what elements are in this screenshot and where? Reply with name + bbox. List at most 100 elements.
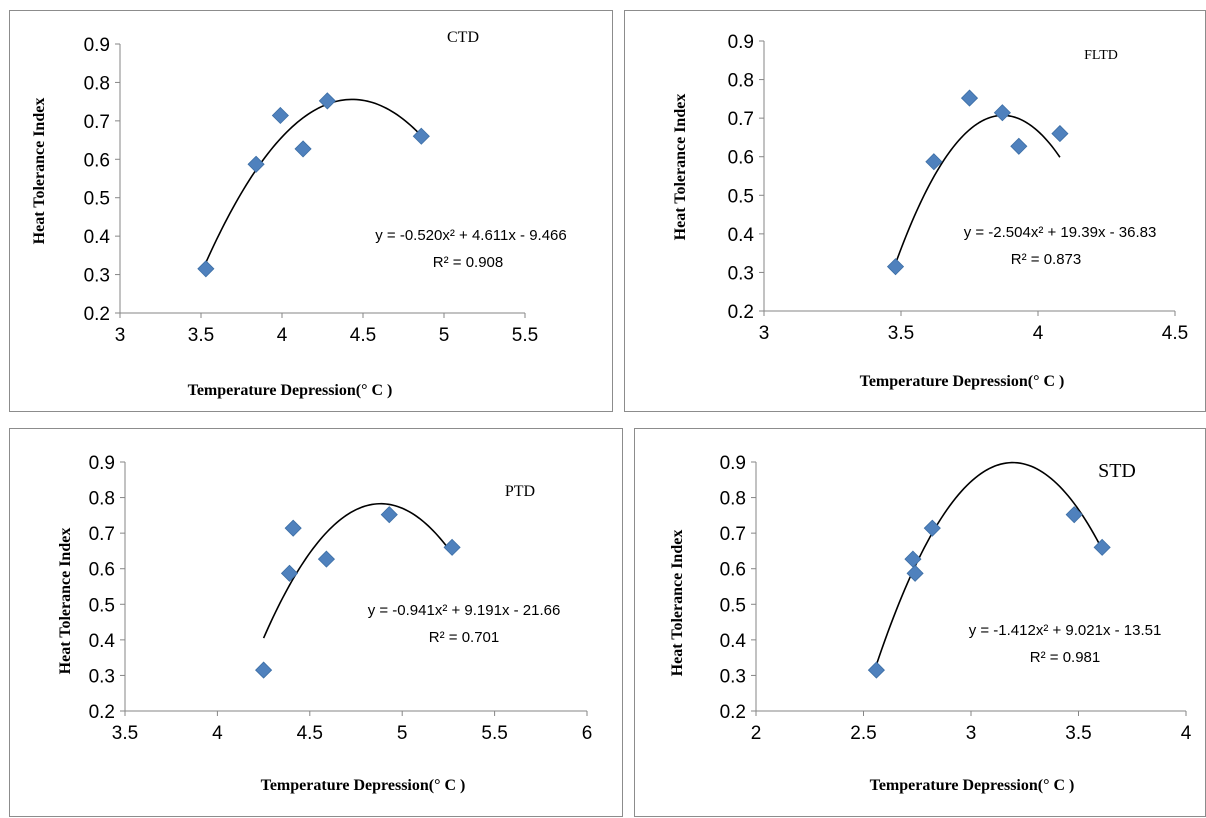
x-tick-label: 3.5 bbox=[1065, 723, 1091, 744]
x-tick-label: 3.5 bbox=[112, 723, 138, 744]
r-squared: R² = 0.701 bbox=[429, 629, 499, 646]
data-point bbox=[923, 519, 941, 537]
x-tick-label: 5 bbox=[439, 325, 450, 346]
chart-title: CTD bbox=[447, 29, 479, 46]
data-point bbox=[904, 550, 922, 568]
x-ticks: 2 2.5 3 3.5 4 bbox=[751, 710, 1192, 744]
chart-panel-std: 0.2 0.3 0.4 0.5 0.6 0.7 0.8 0.9 2 2.5 3 3.5 4 STD y… bbox=[634, 428, 1206, 817]
y-tick-label: 0.7 bbox=[728, 109, 754, 130]
chart-panel-fltd: 0.2 0.3 0.4 0.5 0.6 0.7 0.8 0.9 3 3.5 4 4.5 FLTD y… bbox=[624, 10, 1206, 412]
data-points bbox=[197, 92, 430, 278]
chart-title: STD bbox=[1098, 460, 1136, 482]
x-tick-label: 3.5 bbox=[888, 323, 914, 344]
trendline bbox=[205, 98, 422, 263]
r-squared: R² = 0.981 bbox=[1030, 649, 1100, 666]
x-tick-label: 4 bbox=[212, 723, 223, 744]
y-tick-label: 0.6 bbox=[89, 560, 115, 581]
y-tick-label: 0.9 bbox=[89, 453, 115, 474]
data-point bbox=[317, 550, 335, 568]
data-point bbox=[255, 661, 273, 679]
chart-panel-ctd: 0.2 0.3 0.4 0.5 0.6 0.7 0.8 0.9 3 3.5 4 4.5 5 5.5 CT… bbox=[9, 10, 613, 412]
r-squared: R² = 0.873 bbox=[1011, 251, 1081, 268]
y-axis-label: Heat Tolerance Index bbox=[31, 98, 48, 245]
data-points bbox=[255, 506, 461, 679]
y-tick-label: 0.4 bbox=[84, 227, 111, 248]
data-point bbox=[443, 538, 461, 556]
x-tick-label: 2 bbox=[751, 723, 762, 744]
data-point bbox=[294, 140, 312, 158]
y-tick-label: 0.4 bbox=[728, 225, 755, 246]
y-tick-label: 0.5 bbox=[89, 595, 115, 616]
chart-std: 0.2 0.3 0.4 0.5 0.6 0.7 0.8 0.9 2 2.5 3 3.5 4 STD y… bbox=[669, 453, 1192, 794]
y-tick-label: 0.9 bbox=[720, 453, 746, 474]
x-tick-label: 3 bbox=[759, 323, 770, 344]
y-tick-label: 0.7 bbox=[84, 112, 110, 133]
data-point bbox=[284, 519, 302, 537]
data-point bbox=[867, 661, 885, 679]
x-axis-label: Temperature Depression(° C ) bbox=[188, 382, 393, 399]
x-tick-label: 4 bbox=[277, 325, 288, 346]
data-point bbox=[993, 104, 1011, 122]
y-ticks: 0.2 0.3 0.4 0.5 0.6 0.7 0.8 0.9 bbox=[720, 453, 757, 723]
chart-ctd: 0.2 0.3 0.4 0.5 0.6 0.7 0.8 0.9 3 3.5 4 4.5 5 5.5 CT… bbox=[31, 29, 567, 399]
y-tick-label: 0.7 bbox=[720, 524, 746, 545]
data-point bbox=[906, 564, 924, 582]
x-tick-label: 3 bbox=[115, 325, 126, 346]
y-tick-label: 0.7 bbox=[89, 524, 115, 545]
x-tick-label: 4 bbox=[1033, 323, 1044, 344]
y-tick-label: 0.6 bbox=[720, 560, 746, 581]
data-point bbox=[271, 106, 289, 125]
y-tick-label: 0.8 bbox=[89, 489, 115, 510]
data-point bbox=[925, 153, 943, 171]
y-tick-label: 0.2 bbox=[84, 304, 110, 325]
trend-equation: y = -2.504x² + 19.39x - 36.83 bbox=[964, 224, 1157, 241]
x-tick-label: 4 bbox=[1181, 723, 1192, 744]
trendline-curve bbox=[894, 114, 1061, 264]
x-tick-label: 4.5 bbox=[1162, 323, 1188, 344]
y-tick-label: 0.4 bbox=[89, 631, 116, 652]
data-point bbox=[960, 89, 979, 107]
r-squared: R² = 0.908 bbox=[433, 254, 503, 271]
y-ticks: 0.2 0.3 0.4 0.5 0.6 0.7 0.8 0.9 bbox=[728, 32, 765, 323]
y-tick-label: 0.9 bbox=[84, 35, 110, 56]
data-point bbox=[1051, 125, 1069, 143]
y-tick-label: 0.5 bbox=[720, 595, 746, 616]
chart-ptd: 0.2 0.3 0.4 0.5 0.6 0.7 0.8 0.9 3.5 4 4.5 5 5.5 6 PT… bbox=[57, 453, 593, 794]
y-ticks: 0.2 0.3 0.4 0.5 0.6 0.7 0.8 0.9 bbox=[89, 453, 126, 723]
trendline bbox=[894, 114, 1061, 264]
y-axis-label: Heat Tolerance Index bbox=[672, 94, 689, 241]
chart-title: PTD bbox=[505, 483, 535, 500]
y-tick-label: 0.3 bbox=[728, 263, 754, 284]
x-tick-label: 6 bbox=[582, 723, 593, 744]
trendline-curve bbox=[205, 98, 422, 263]
data-point bbox=[247, 155, 265, 173]
y-tick-label: 0.2 bbox=[89, 702, 115, 723]
y-tick-label: 0.2 bbox=[728, 302, 754, 323]
trend-equation: y = -0.941x² + 9.191x - 21.66 bbox=[368, 602, 561, 619]
x-axis-label: Temperature Depression(° C ) bbox=[261, 777, 466, 794]
data-point bbox=[197, 260, 215, 278]
data-point bbox=[380, 506, 398, 524]
y-tick-label: 0.8 bbox=[720, 489, 746, 510]
y-axis-label: Heat Tolerance Index bbox=[669, 530, 686, 677]
y-axis-label: Heat Tolerance Index bbox=[57, 528, 74, 675]
data-point bbox=[1093, 538, 1111, 556]
data-point bbox=[1010, 137, 1028, 155]
x-tick-label: 5.5 bbox=[512, 325, 538, 346]
x-ticks: 3 3.5 4 4.5 bbox=[759, 310, 1188, 344]
data-point bbox=[280, 564, 299, 582]
x-tick-label: 5.5 bbox=[481, 723, 507, 744]
x-ticks: 3 3.5 4 4.5 5 5.5 bbox=[115, 312, 538, 346]
x-ticks: 3.5 4 4.5 5 5.5 6 bbox=[112, 710, 593, 744]
y-tick-label: 0.9 bbox=[728, 32, 754, 53]
data-point bbox=[886, 258, 905, 276]
x-tick-label: 3.5 bbox=[188, 325, 214, 346]
y-tick-label: 0.6 bbox=[84, 150, 110, 171]
y-tick-label: 0.5 bbox=[728, 186, 754, 207]
x-axis-label: Temperature Depression(° C ) bbox=[860, 373, 1065, 390]
chart-title: FLTD bbox=[1084, 48, 1118, 63]
data-points bbox=[867, 506, 1111, 679]
data-points bbox=[886, 89, 1069, 276]
y-tick-label: 0.5 bbox=[84, 189, 110, 210]
y-tick-label: 0.8 bbox=[84, 73, 110, 94]
